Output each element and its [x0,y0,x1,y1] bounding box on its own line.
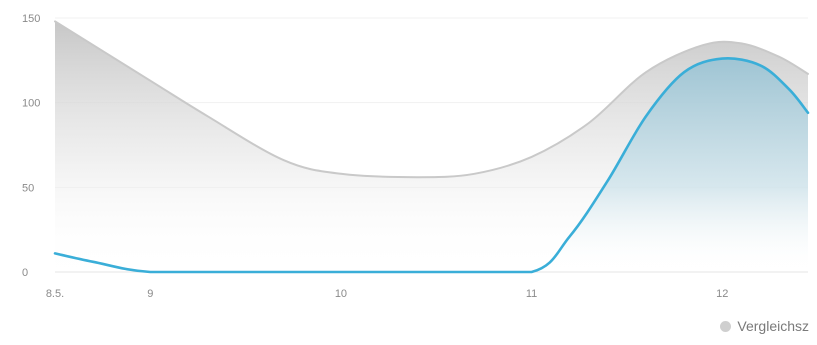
y-tick-label: 0 [22,267,28,279]
x-axis-ticks: 8.5. 9 10 11 12 [46,288,729,300]
legend-marker-icon [720,320,732,332]
y-tick-label: 50 [22,182,34,194]
series-areas [55,21,808,273]
y-tick-label: 150 [22,13,40,25]
primary-line [53,57,810,274]
legend-label: Vergleichsz [737,318,809,334]
comparison-line [54,20,809,179]
legend[interactable]: Vergleichsz [720,318,809,334]
primary-area [55,58,808,273]
series-lines [53,20,810,274]
x-tick-label: 11 [526,288,537,300]
y-axis-ticks: 0 50 100 150 [22,13,40,279]
x-tick-label: 12 [716,288,728,300]
y-tick-label: 100 [22,98,40,110]
x-tick-label: 8.5. [46,288,64,300]
x-tick-label: 10 [335,288,347,300]
x-tick-label: 9 [147,288,153,300]
